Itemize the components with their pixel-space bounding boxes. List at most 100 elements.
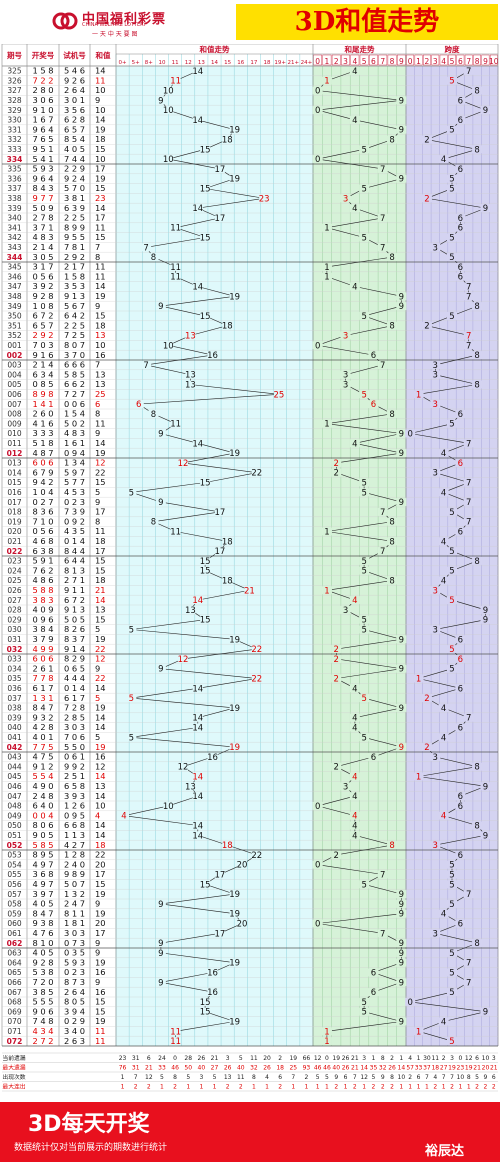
- stat-tail-value: 2: [353, 1084, 357, 1091]
- sum-point-bg: [192, 684, 203, 693]
- sum-point-label: 14: [192, 439, 203, 449]
- span-point-bg: [447, 664, 457, 673]
- sum-point-label: 11: [170, 1027, 181, 1037]
- span-point-bg: [472, 351, 483, 360]
- sum-point-bg: [207, 968, 218, 977]
- draw-cell: 0 9 6: [32, 614, 53, 624]
- tail-point-bg: [321, 1027, 332, 1036]
- span-point-label: 3: [433, 753, 438, 763]
- span-point-label: 8: [474, 822, 479, 832]
- tail-point-label: 7: [380, 361, 385, 371]
- span-point-label: 6: [458, 273, 463, 283]
- span-point-label: 9: [483, 616, 488, 626]
- stat-span-value: 30: [423, 1055, 431, 1062]
- sum-point-bg: [192, 66, 203, 75]
- span-point-label: 5: [449, 969, 454, 979]
- stat-sum-value: 21: [211, 1055, 219, 1062]
- sum-point-label: 8: [151, 410, 156, 420]
- sum-point-bg: [251, 468, 262, 477]
- stat-tail-value: 5: [325, 1074, 329, 1081]
- tail-point-label: 4: [352, 204, 357, 214]
- stat-tail-value: 7: [353, 1074, 357, 1081]
- span-point-label: 6: [458, 410, 463, 420]
- sum-cell: 19: [95, 173, 106, 183]
- title-banner: 3D和值走势: [236, 4, 498, 40]
- period-cell: 030: [7, 625, 22, 634]
- sum-cell: 17: [95, 213, 106, 223]
- sum-cell: 15: [95, 1006, 106, 1016]
- period-cell: 350: [7, 312, 22, 321]
- stat-sum-value: 1: [213, 1084, 217, 1091]
- sum-point-label: 20: [237, 861, 248, 871]
- draw-cell: 4 8 3: [32, 232, 53, 242]
- sum-point-bg: [214, 213, 225, 222]
- stat-tail-value: 26: [388, 1065, 396, 1072]
- tail-point-bg: [349, 115, 360, 124]
- tail-tick-box: [322, 54, 332, 66]
- tail-point-label: 1: [324, 528, 329, 538]
- sum-cell: 4: [95, 810, 100, 820]
- sum-point-label: 12: [178, 763, 189, 773]
- tail-point-bg: [387, 409, 398, 418]
- span-tick-label: 6: [458, 57, 463, 66]
- stat-sum-value: 40: [237, 1065, 245, 1072]
- span-point-bg: [463, 890, 474, 899]
- stat-sum-value: 6: [147, 1055, 151, 1062]
- period-cell: 330: [7, 116, 22, 125]
- test-cell: 4 4 4: [64, 673, 85, 683]
- stat-sum-value: 24: [158, 1055, 166, 1062]
- sum-point-bg: [229, 449, 240, 458]
- span-point-label: 5: [449, 567, 454, 577]
- sum-point-label: 15: [200, 234, 211, 244]
- sum-point-label: 18: [222, 537, 233, 547]
- sum-point-bg: [259, 194, 270, 203]
- tail-point-label: 9: [399, 449, 404, 459]
- sum-point-label: 7: [143, 243, 148, 253]
- tail-point-label: 9: [399, 978, 404, 988]
- period-cell: 045: [7, 772, 22, 781]
- tail-point-label: 7: [380, 871, 385, 881]
- sum-point-label: 13: [185, 381, 196, 391]
- sum-point-label: 10: [163, 155, 174, 165]
- draw-cell: 4 9 7: [32, 859, 53, 869]
- tail-point-label: 9: [399, 498, 404, 508]
- span-tick-box: [473, 54, 481, 66]
- sum-point-bg: [163, 155, 174, 164]
- span-point-bg: [438, 155, 449, 164]
- period-cell: 048: [7, 802, 22, 811]
- span-point-label: 4: [441, 910, 446, 920]
- test-cell: 0 0 6: [64, 399, 85, 409]
- sum-cell: 9: [95, 948, 100, 958]
- span-point-bg: [455, 164, 466, 173]
- sum-point-label: 15: [200, 185, 211, 195]
- stat-sum-value: 2: [147, 1084, 151, 1091]
- stat-tail-value: 1: [344, 1084, 348, 1091]
- tail-point-bg: [349, 282, 360, 291]
- period-cell: 345: [7, 263, 22, 272]
- sum-point-bg: [148, 517, 159, 526]
- sum-point-label: 15: [200, 312, 211, 322]
- test-cell: 9 5 5: [64, 232, 85, 242]
- period-cell: 327: [7, 86, 22, 95]
- tail-point-bg: [396, 939, 407, 948]
- draw-cell: 2 9 2: [32, 330, 53, 340]
- sum-cell: 16: [95, 350, 106, 360]
- span-point-label: 5: [449, 312, 454, 322]
- sum-point-label: 5: [129, 626, 134, 636]
- draw-cell: 3 9 7: [32, 889, 53, 899]
- span-point-bg: [447, 311, 457, 320]
- test-cell: 2 1 7: [64, 262, 85, 272]
- period-cell: 346: [7, 272, 22, 281]
- sum-point-bg: [192, 792, 203, 801]
- draw-cell: 9 7 7: [32, 193, 53, 203]
- sum-point-label: 9: [158, 949, 163, 959]
- test-cell: 6 4 4: [64, 556, 85, 566]
- draw-cell: 5 5 5: [32, 997, 53, 1007]
- span-point-label: 8: [474, 145, 479, 155]
- span-point-bg: [463, 498, 474, 507]
- tail-point-bg: [377, 547, 388, 556]
- sum-point-bg: [237, 860, 247, 869]
- test-cell: 5 5 0: [64, 742, 85, 752]
- sum-cell: 5: [95, 487, 100, 497]
- tail-point-bg: [359, 1007, 370, 1016]
